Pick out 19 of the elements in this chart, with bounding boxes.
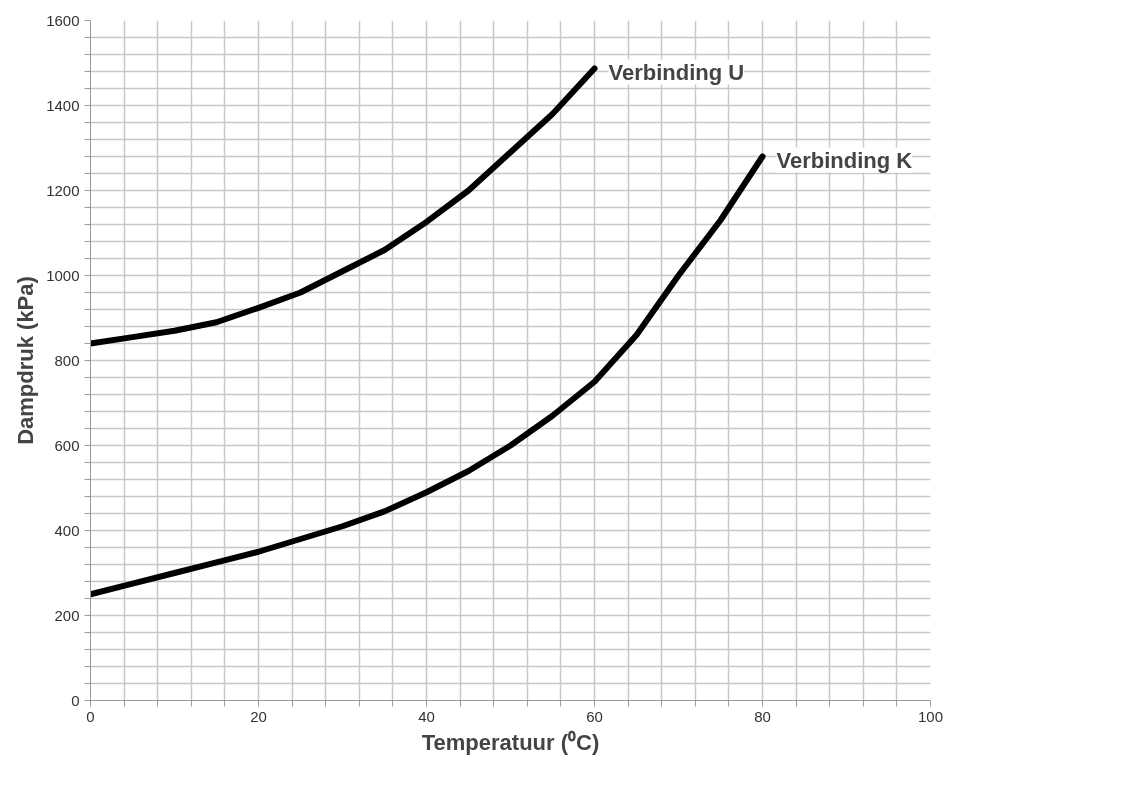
y-tick-label: 1200 — [46, 181, 80, 199]
y-tick-label: 1600 — [46, 11, 80, 29]
y-tick-label: 600 — [54, 436, 80, 454]
y-axis-title: Dampdruk (kPa) — [13, 276, 39, 445]
x-tick-label: 80 — [754, 707, 771, 725]
y-tick-label: 400 — [54, 521, 80, 539]
x-tick-label: 100 — [917, 707, 944, 725]
x-tick-label: 40 — [418, 707, 435, 725]
series-label: Verbinding U — [608, 59, 745, 85]
x-tick-label: 60 — [586, 707, 603, 725]
y-tick-label: 800 — [54, 351, 80, 369]
y-tick-label: 1000 — [46, 266, 80, 284]
x-tick-label: 0 — [86, 707, 95, 725]
x-tick-label: 20 — [250, 707, 267, 725]
series-label: Verbinding K — [776, 147, 913, 173]
y-tick-label: 0 — [71, 691, 80, 709]
y-tick-label: 200 — [54, 606, 80, 624]
y-tick-label: 1400 — [46, 96, 80, 114]
x-axis-title: Temperatuur (⁰C) — [421, 729, 600, 755]
